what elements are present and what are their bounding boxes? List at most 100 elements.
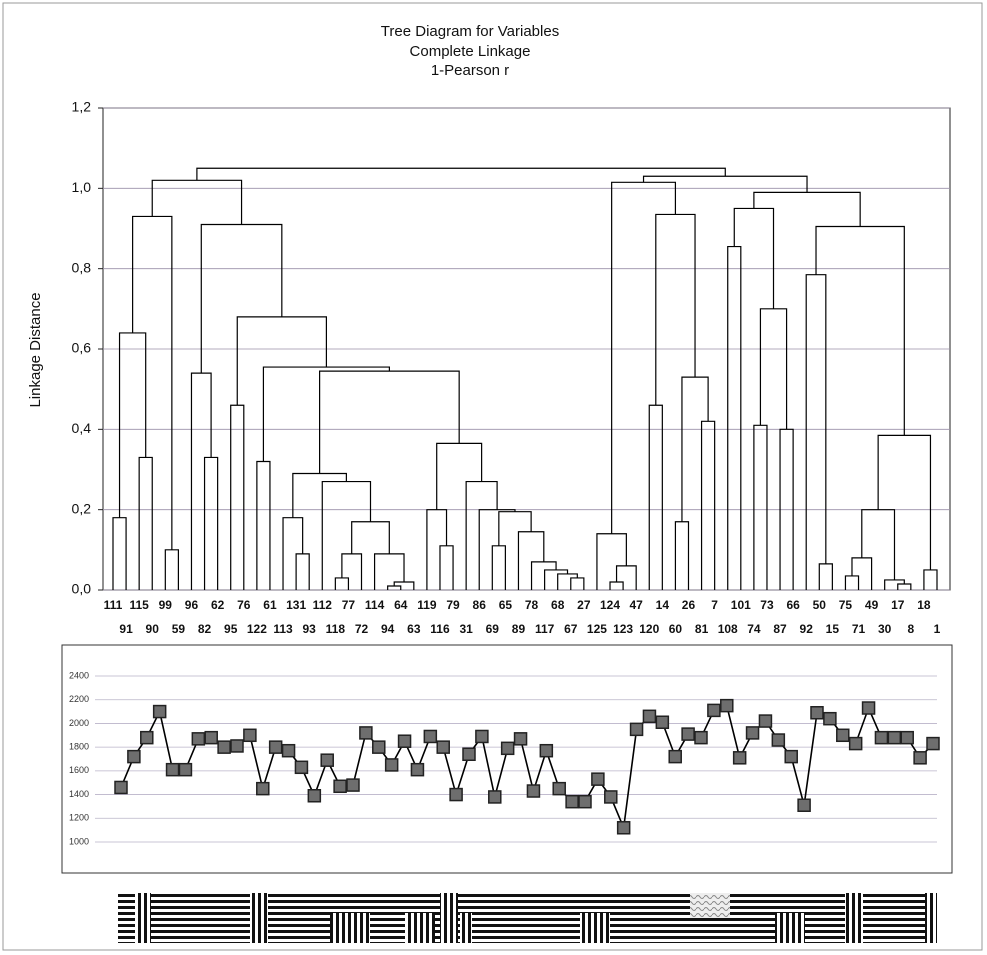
leaf-label: 95: [224, 622, 238, 636]
leaf-label: 119: [417, 598, 437, 612]
marker: [616, 821, 631, 835]
leaf-label: 62: [211, 598, 225, 612]
marker: [720, 698, 734, 713]
y-tick-label: 0,4: [72, 420, 92, 436]
marker: [591, 772, 605, 786]
leaf-label: 27: [577, 598, 591, 612]
marker: [152, 704, 167, 719]
link: [393, 581, 415, 590]
panel-frame: [61, 644, 953, 874]
marker: [604, 790, 618, 804]
marker: [913, 751, 927, 765]
link: [292, 472, 347, 518]
leaf-label: 96: [185, 598, 199, 612]
stripe-block: [330, 913, 370, 943]
marker: [668, 749, 682, 764]
leaf-label: 131: [286, 598, 306, 612]
marker: [926, 736, 940, 751]
leaf-label: 14: [656, 598, 670, 612]
marker: [475, 729, 489, 744]
marker: [449, 787, 463, 802]
link: [256, 460, 271, 590]
stripe-block: [925, 893, 937, 943]
link: [609, 581, 624, 590]
leaf-label: 111: [104, 598, 123, 612]
y-tick-label: 1400: [69, 789, 89, 799]
marker: [681, 727, 695, 741]
marker: [462, 747, 476, 762]
marker: [140, 730, 154, 745]
link: [491, 545, 506, 590]
marker: [900, 730, 914, 745]
marker: [810, 706, 824, 720]
marker: [436, 740, 450, 754]
leaf-label: 67: [564, 622, 578, 636]
stripe-block: [135, 893, 151, 943]
leaf-label: 99: [159, 598, 173, 612]
link: [674, 521, 690, 590]
link: [319, 370, 460, 474]
marker: [191, 732, 206, 746]
marker: [256, 781, 270, 796]
marker: [230, 739, 244, 753]
link: [655, 213, 696, 406]
marker: [281, 743, 296, 758]
marker: [784, 749, 798, 764]
marker: [346, 778, 360, 792]
leaf-label: 59: [172, 622, 186, 636]
leaf-label: 91: [119, 622, 133, 636]
marker: [732, 751, 747, 765]
leaf-label: 71: [852, 622, 866, 636]
leaf-label: 63: [407, 622, 421, 636]
link: [436, 442, 483, 510]
marker: [178, 762, 193, 777]
chart-subtitle: Complete Linkage: [410, 43, 531, 60]
marker: [114, 780, 128, 795]
link: [733, 207, 775, 309]
leaf-label: 50: [813, 598, 827, 612]
leaf-label: 94: [381, 622, 395, 636]
leaf-label: 79: [446, 598, 460, 612]
marker: [423, 729, 438, 744]
marker: [887, 730, 902, 745]
marker: [823, 711, 837, 726]
leaf-label: 15: [826, 622, 840, 636]
marker: [758, 714, 773, 728]
stripe-block: [440, 893, 458, 943]
leaf-label: 89: [512, 622, 526, 636]
y-tick-label: 1600: [69, 765, 89, 775]
link: [426, 509, 448, 590]
leaf-label: 116: [430, 622, 450, 636]
marker: [320, 753, 334, 767]
marker: [655, 715, 670, 729]
stripe-block: [775, 913, 805, 943]
leaf-label: 47: [629, 598, 643, 612]
leaf-label: 75: [839, 598, 853, 612]
leaf-label: 124: [600, 598, 620, 612]
leaf-label: 73: [760, 598, 774, 612]
leaf-label: 8: [907, 622, 914, 636]
link: [681, 376, 709, 522]
y-tick-label: 1000: [69, 836, 89, 846]
leaf-label: 72: [355, 622, 369, 636]
stripe-block: [405, 913, 435, 943]
y-tick-label: 1200: [69, 813, 89, 823]
leaf-label: 60: [669, 622, 683, 636]
leaf-label: 117: [535, 622, 555, 636]
leaf-label: 26: [682, 598, 696, 612]
marker: [217, 740, 231, 754]
marker: [165, 762, 180, 777]
link: [351, 521, 390, 554]
leaf-label: 1: [934, 622, 941, 636]
leaf-label: 76: [237, 598, 251, 612]
marker: [294, 760, 309, 775]
link: [544, 569, 569, 590]
leaf-label: 112: [313, 598, 333, 612]
y-tick-label: 2400: [69, 670, 89, 680]
link: [439, 545, 454, 590]
marker: [771, 733, 786, 747]
series-line: [120, 704, 934, 831]
marker: [861, 701, 876, 715]
link: [923, 569, 938, 590]
